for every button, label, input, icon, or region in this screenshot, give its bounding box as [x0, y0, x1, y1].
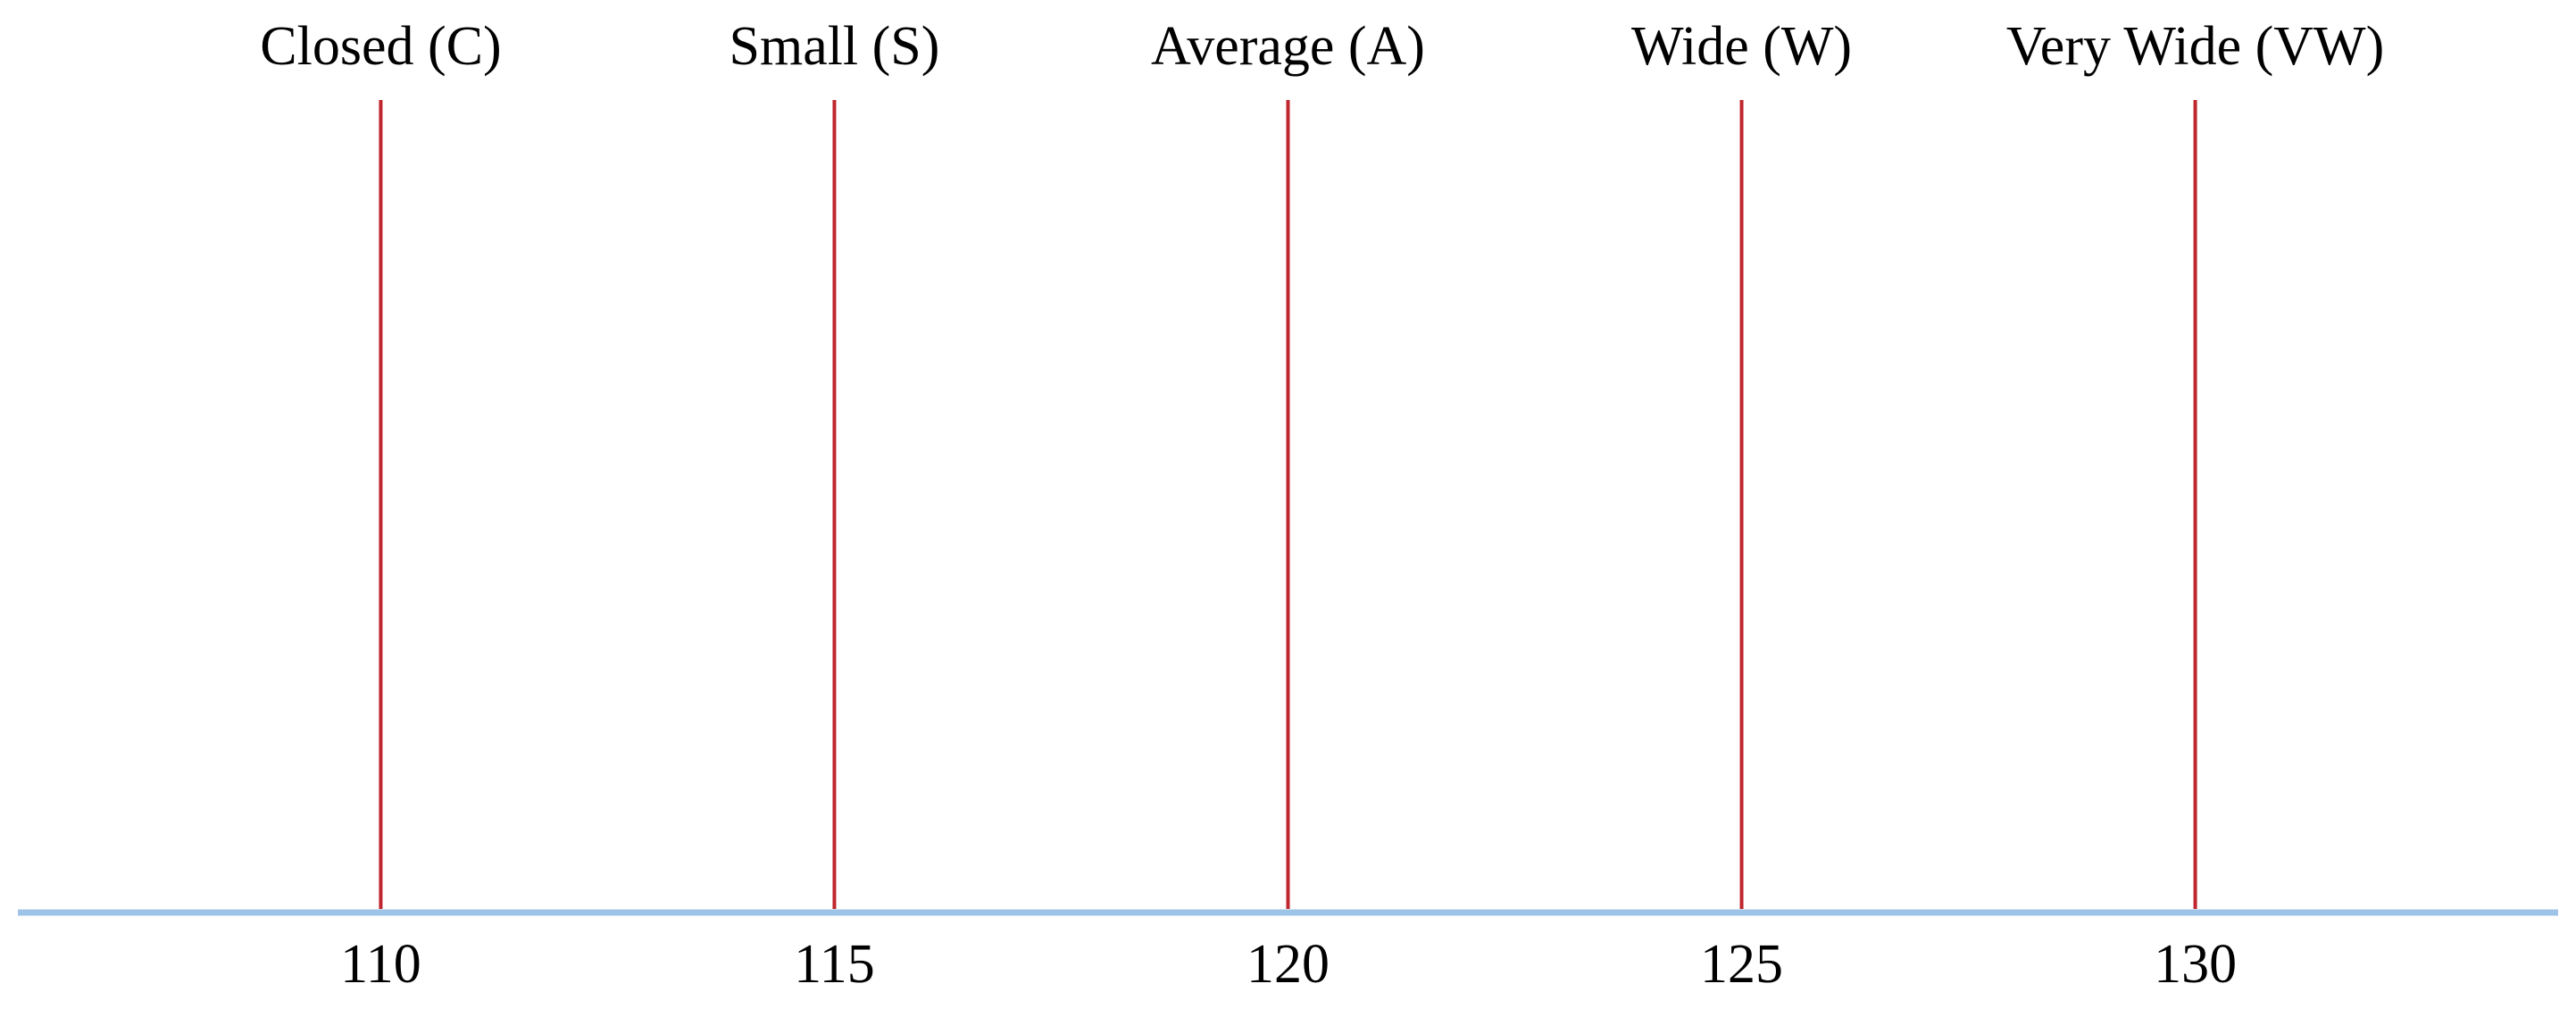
- x-tick-labels: 110 115 120 125 130: [340, 934, 2237, 995]
- category-label-3: Wide (W): [1631, 16, 1852, 77]
- x-tick-label-2: 120: [1246, 934, 1330, 995]
- category-labels: Closed (C) Small (S) Average (A) Wide (W) Ve…: [260, 16, 2384, 77]
- category-label-1: Small (S): [729, 16, 939, 77]
- category-label-2: Average (A): [1151, 16, 1425, 77]
- x-tick-label-0: 110: [340, 934, 421, 995]
- category-label-0: Closed (C): [260, 16, 501, 77]
- x-tick-label-4: 130: [2154, 934, 2237, 995]
- category-markers: [379, 100, 2197, 909]
- category-label-4: Very Wide (VW): [2006, 16, 2384, 77]
- x-tick-label-3: 125: [1700, 934, 1783, 995]
- x-tick-label-1: 115: [794, 934, 875, 995]
